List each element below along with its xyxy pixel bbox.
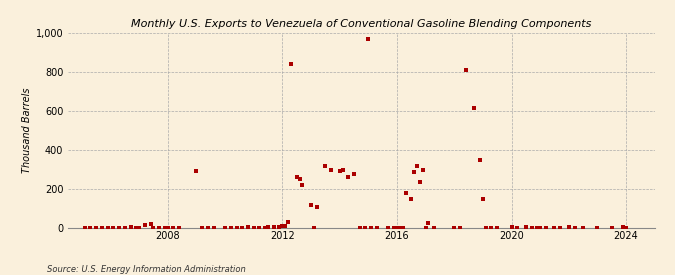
Point: [90, 226, 101, 230]
Point: [578, 226, 589, 230]
Point: [79, 226, 90, 230]
Point: [621, 226, 632, 230]
Point: [429, 226, 439, 230]
Point: [297, 183, 308, 188]
Point: [592, 226, 603, 230]
Point: [277, 224, 288, 229]
Point: [535, 226, 545, 230]
Point: [469, 106, 480, 110]
Point: [306, 203, 317, 207]
Point: [174, 226, 185, 230]
Point: [269, 224, 279, 229]
Point: [348, 171, 359, 176]
Point: [449, 226, 460, 230]
Point: [145, 222, 156, 227]
Point: [343, 175, 354, 180]
Point: [389, 226, 400, 230]
Point: [392, 226, 402, 230]
Point: [337, 167, 348, 172]
Point: [334, 169, 345, 173]
Point: [108, 226, 119, 230]
Point: [219, 226, 230, 230]
Point: [555, 226, 566, 230]
Point: [191, 169, 202, 173]
Point: [159, 226, 170, 230]
Point: [280, 224, 291, 228]
Point: [260, 226, 271, 230]
Point: [85, 226, 96, 230]
Point: [274, 224, 285, 229]
Point: [420, 226, 431, 230]
Point: [541, 226, 551, 230]
Point: [398, 226, 408, 230]
Point: [371, 226, 382, 230]
Point: [423, 221, 434, 226]
Point: [263, 224, 273, 229]
Point: [125, 224, 136, 229]
Point: [97, 226, 107, 230]
Point: [325, 167, 336, 172]
Point: [412, 164, 423, 168]
Point: [237, 226, 248, 230]
Point: [102, 226, 113, 230]
Point: [394, 226, 405, 230]
Point: [506, 224, 517, 229]
Point: [242, 224, 253, 229]
Point: [564, 224, 574, 229]
Point: [400, 191, 411, 195]
Point: [606, 226, 617, 230]
Point: [406, 197, 416, 201]
Point: [294, 177, 305, 182]
Point: [549, 226, 560, 230]
Point: [308, 226, 319, 230]
Point: [119, 226, 130, 230]
Point: [526, 226, 537, 230]
Point: [569, 226, 580, 230]
Point: [363, 37, 374, 41]
Point: [417, 167, 428, 172]
Title: Monthly U.S. Exports to Venezuela of Conventional Gasoline Blending Components: Monthly U.S. Exports to Venezuela of Con…: [131, 20, 591, 29]
Point: [254, 226, 265, 230]
Point: [486, 226, 497, 230]
Point: [512, 226, 522, 230]
Point: [154, 226, 165, 230]
Point: [248, 226, 259, 230]
Point: [168, 226, 179, 230]
Point: [532, 226, 543, 230]
Point: [292, 175, 302, 180]
Point: [148, 226, 159, 230]
Point: [140, 223, 151, 227]
Point: [414, 180, 425, 185]
Point: [196, 226, 207, 230]
Point: [460, 68, 471, 72]
Point: [131, 226, 142, 230]
Point: [618, 224, 628, 229]
Point: [320, 164, 331, 168]
Point: [311, 205, 322, 209]
Point: [492, 226, 503, 230]
Point: [113, 226, 124, 230]
Point: [477, 197, 488, 201]
Y-axis label: Thousand Barrels: Thousand Barrels: [22, 88, 32, 173]
Point: [383, 226, 394, 230]
Point: [475, 158, 485, 162]
Point: [283, 220, 294, 225]
Point: [163, 226, 173, 230]
Point: [409, 169, 420, 174]
Point: [360, 226, 371, 230]
Point: [354, 226, 365, 230]
Point: [225, 226, 236, 230]
Text: Source: U.S. Energy Information Administration: Source: U.S. Energy Information Administ…: [47, 265, 246, 274]
Point: [134, 226, 144, 230]
Point: [202, 226, 213, 230]
Point: [366, 226, 377, 230]
Point: [481, 226, 491, 230]
Point: [520, 224, 531, 229]
Point: [286, 62, 296, 67]
Point: [231, 226, 242, 230]
Point: [454, 226, 465, 230]
Point: [208, 226, 219, 230]
